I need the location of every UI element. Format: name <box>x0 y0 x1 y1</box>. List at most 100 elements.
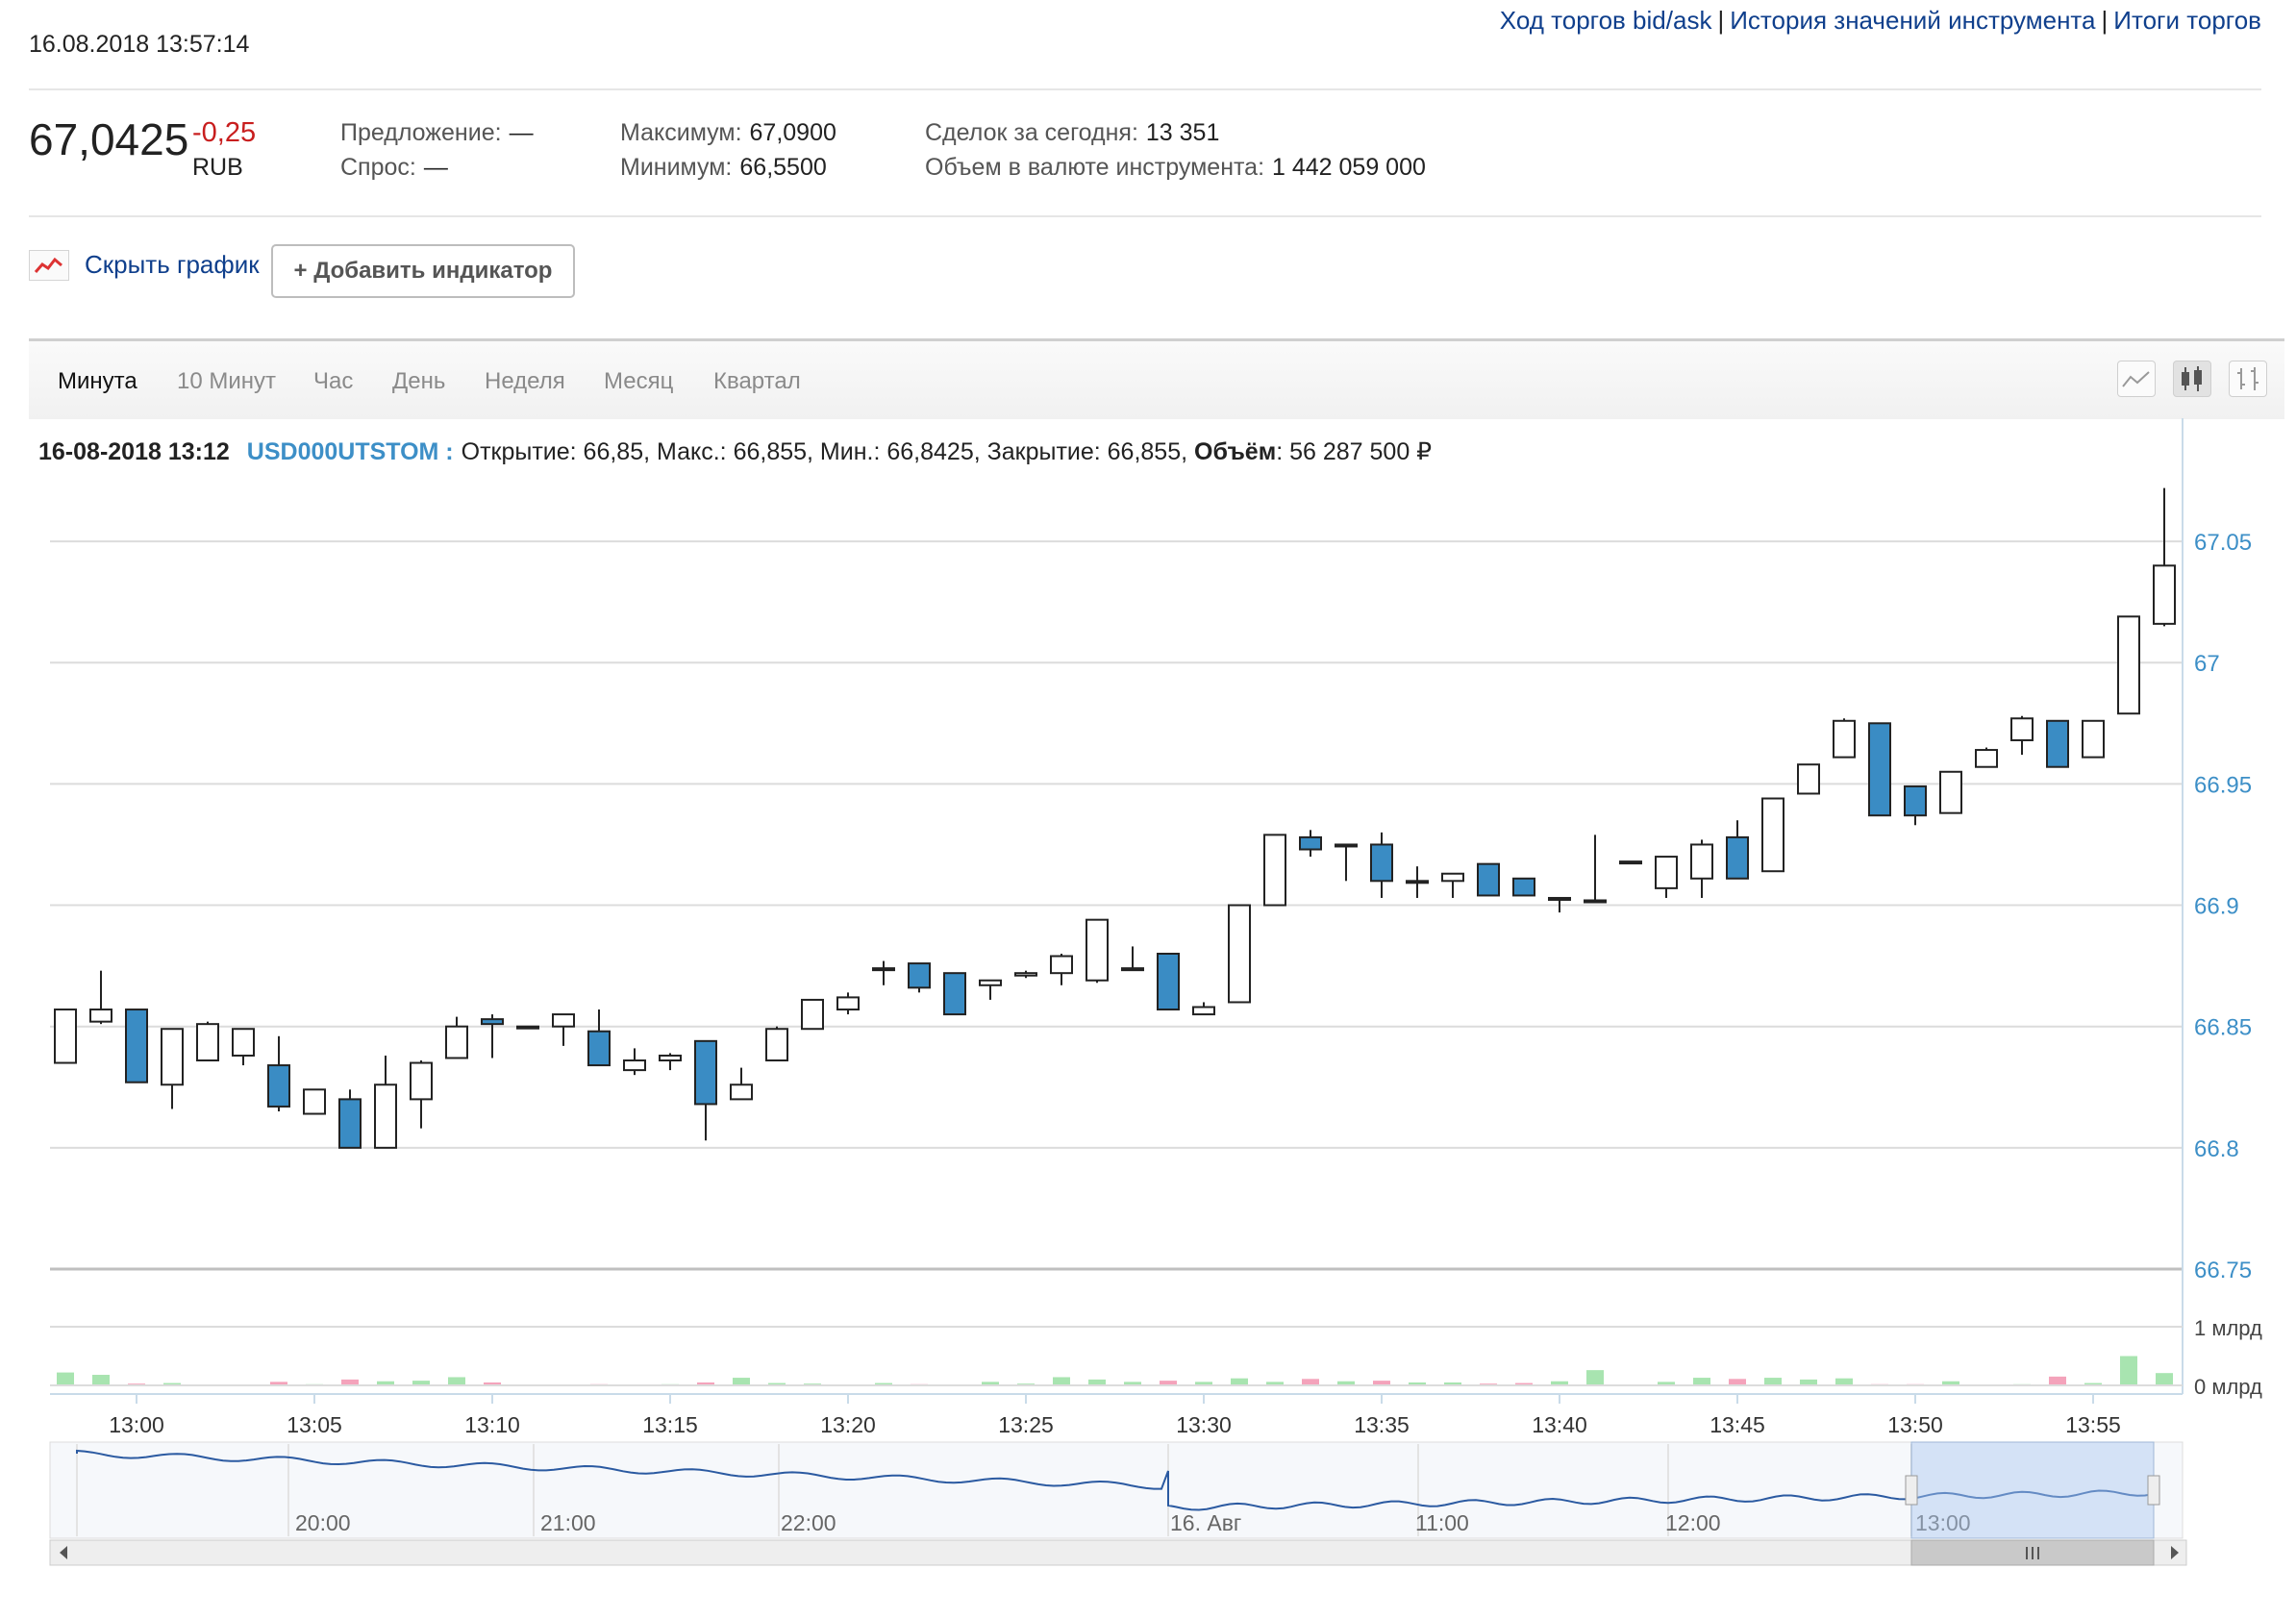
tab-hour[interactable]: Час <box>313 368 354 394</box>
volume-bar <box>341 1379 359 1385</box>
candle-body <box>1335 843 1358 848</box>
candle-body <box>1655 856 1678 889</box>
candle-body <box>1157 953 1180 1011</box>
candle-body <box>623 1059 646 1072</box>
volume-bar <box>1658 1382 1675 1385</box>
volume-bar <box>1337 1381 1355 1385</box>
x-tick-label: 13:35 <box>1354 1412 1410 1437</box>
navigator-selection <box>1910 1441 2155 1539</box>
offer-field: Предложение: — <box>340 119 534 147</box>
candle-body <box>1726 835 1749 880</box>
volume-bar <box>1231 1378 1248 1385</box>
candle-body <box>54 1009 77 1064</box>
scroll-left-arrow-icon[interactable] <box>60 1546 67 1559</box>
y-tick-label: 66.95 <box>2194 772 2252 798</box>
navigator-left-handle[interactable] <box>1905 1475 1918 1506</box>
scroll-right-arrow-icon[interactable] <box>2171 1546 2179 1559</box>
volume-bar <box>163 1382 181 1385</box>
y-tick-label: 66.9 <box>2194 894 2239 920</box>
link-trading-results[interactable]: Итоги торгов <box>2113 6 2261 35</box>
tab-minute[interactable]: Минута <box>58 368 137 394</box>
volume-bar <box>1373 1381 1390 1385</box>
candle-body <box>694 1039 717 1106</box>
volume-bar <box>412 1381 430 1385</box>
deals-label: Сделок за сегодня: <box>925 119 1138 146</box>
volume-bar <box>1693 1378 1710 1385</box>
bid-value: — <box>423 154 448 181</box>
volume-label: Объем в валюте инструмента: <box>925 154 1265 181</box>
tab-quarter[interactable]: Квартал <box>713 368 801 394</box>
volume-bar <box>1515 1382 1533 1385</box>
min-value: 66,5500 <box>739 154 827 181</box>
tooltip-values: Открытие: 66,85, Макс.: 66,855, Мин.: 66… <box>461 438 1188 465</box>
candle-body <box>516 1025 539 1030</box>
y-tick-label: 67 <box>2194 651 2220 677</box>
divider <box>29 88 2261 90</box>
line-chart-icon[interactable] <box>2117 361 2156 397</box>
tooltip-volume-value: : 56 287 500 ₽ <box>1276 438 1433 465</box>
volume-bar <box>1160 1381 1177 1385</box>
candle-body <box>1263 834 1286 907</box>
y-tick-label: 66.8 <box>2194 1136 2239 1162</box>
navigator-label: 11:00 <box>1415 1510 1469 1535</box>
deals-field: Сделок за сегодня: 13 351 <box>925 119 1219 147</box>
volume-bar <box>733 1378 750 1385</box>
candle-body <box>1228 904 1251 1004</box>
candle-body <box>2046 719 2069 768</box>
tab-day[interactable]: День <box>392 368 446 394</box>
candle-body <box>801 998 824 1031</box>
candle-body <box>338 1098 362 1149</box>
scrollbar-track[interactable] <box>49 1539 2187 1566</box>
y-tick-label: 67.05 <box>2194 530 2252 556</box>
tab-10-minutes[interactable]: 10 Минут <box>177 368 277 394</box>
link-instrument-history[interactable]: История значений инструмента <box>1730 6 2096 35</box>
add-indicator-button[interactable]: + Добавить индикатор <box>271 244 575 298</box>
navigator-label: 21:00 <box>540 1510 596 1535</box>
volume-bar <box>2120 1356 2137 1385</box>
volume-bar <box>1266 1382 1284 1385</box>
min-label: Минимум: <box>620 154 733 181</box>
candle-tooltip: 16-08-2018 13:12 USD000UTSTOM : Открытие: … <box>38 437 1432 466</box>
candle-body <box>1690 843 1713 880</box>
candle-body <box>445 1025 468 1059</box>
scrollbar-grip-icon <box>2026 1547 2039 1559</box>
max-field: Максимум: 67,0900 <box>620 119 836 147</box>
candle-body <box>2153 564 2176 625</box>
candle-body <box>1761 797 1784 873</box>
max-label: Максимум: <box>620 119 742 146</box>
tab-week[interactable]: Неделя <box>485 368 565 394</box>
navigator-series <box>76 1449 2154 1511</box>
candle-body <box>552 1013 575 1028</box>
candle-body <box>1192 1006 1215 1016</box>
ohlc-chart-icon[interactable] <box>2229 361 2267 397</box>
x-tick-label: 13:25 <box>998 1412 1054 1437</box>
volume-bar <box>1124 1382 1141 1385</box>
candlestick-chart-icon[interactable] <box>2173 361 2211 397</box>
x-tick-label: 13:15 <box>642 1412 698 1437</box>
link-bid-ask[interactable]: Ход торгов bid/ask <box>1499 6 1712 35</box>
tooltip-date: 16-08-2018 13:12 <box>38 438 230 465</box>
min-field: Минимум: 66,5500 <box>620 154 827 182</box>
candle-body <box>1512 877 1535 897</box>
hide-chart-link[interactable]: Скрыть график <box>85 250 260 279</box>
navigator-frame <box>49 1441 2184 1539</box>
volume-bar <box>2084 1382 2102 1385</box>
x-tick-label: 13:55 <box>2065 1412 2121 1437</box>
volume-bar <box>697 1382 714 1385</box>
tab-month[interactable]: Месяц <box>604 368 674 394</box>
volume-bar <box>1409 1382 1426 1385</box>
candle-body <box>1868 722 1891 817</box>
chart-toggle-icon[interactable] <box>29 250 69 281</box>
deals-value: 13 351 <box>1145 119 1220 146</box>
top-links: Ход торгов bid/ask | История значений инст… <box>1500 6 2261 36</box>
volume-bar <box>1586 1370 1604 1385</box>
x-tick-label: 13:00 <box>109 1412 164 1437</box>
navigator-label: 20:00 <box>295 1510 351 1535</box>
x-tick-label: 13:45 <box>1710 1412 1765 1437</box>
candle-body <box>1477 862 1500 897</box>
candle-body <box>1086 918 1109 982</box>
navigator-label: 16. Авг <box>1170 1510 1241 1535</box>
offer-label: Предложение: <box>340 119 502 146</box>
navigator-right-handle[interactable] <box>2147 1475 2160 1506</box>
